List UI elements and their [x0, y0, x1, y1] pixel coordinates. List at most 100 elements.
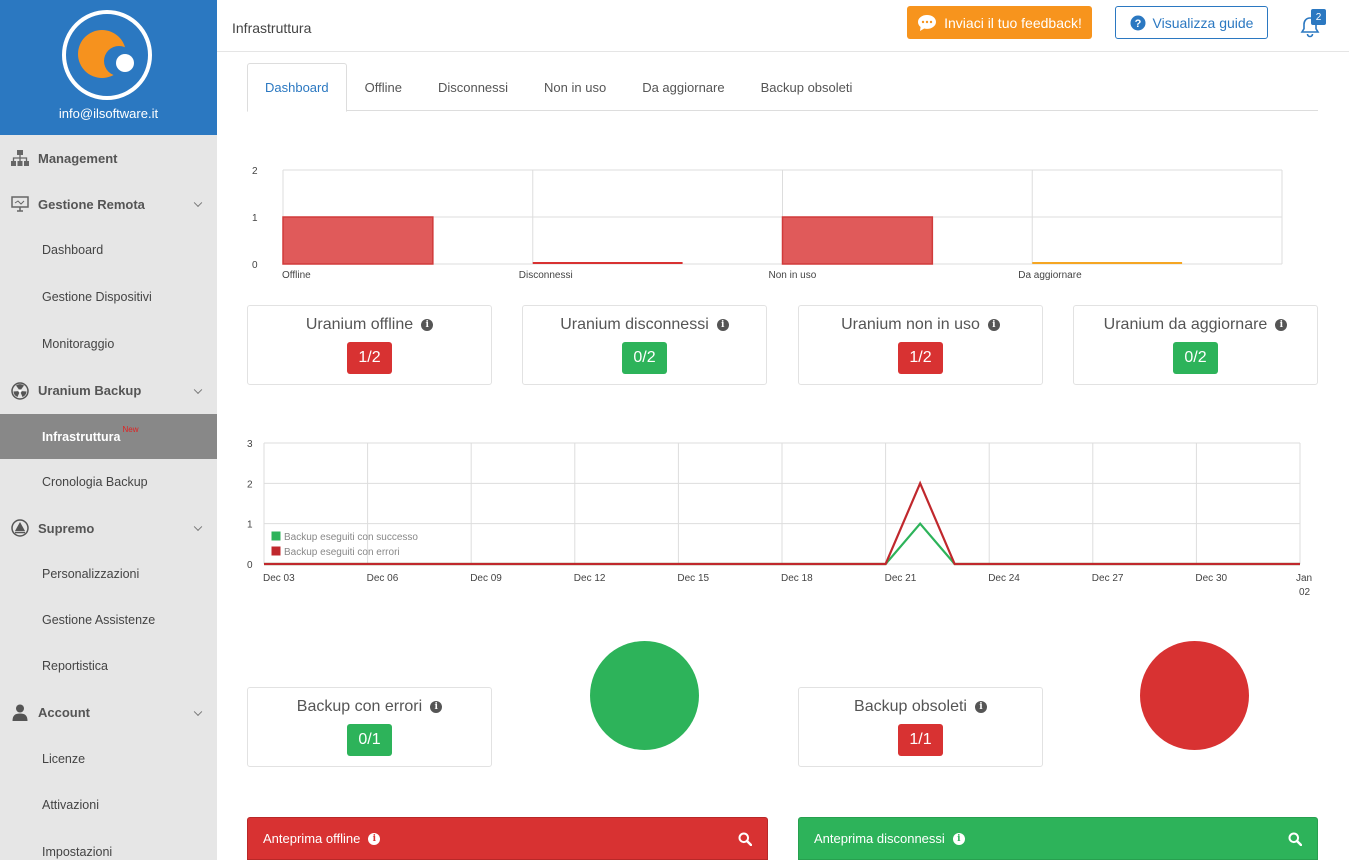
sidebar-item-attivazioni[interactable]: Attivazioni — [0, 782, 217, 828]
panel-title: Anteprima disconnessi — [814, 831, 945, 846]
status-badge: 1/1 — [898, 724, 943, 756]
card-uranium-offline: Uranium offline i 1/2 — [247, 305, 492, 385]
chevron-down-icon — [193, 707, 203, 716]
sidebar-item-label: Infrastruttura — [42, 429, 121, 444]
sidebar-item-account[interactable]: Account — [0, 689, 217, 736]
info-icon[interactable]: i — [952, 832, 965, 845]
brand-logo[interactable] — [62, 10, 152, 100]
sidebar-item-reportistica[interactable]: Reportistica — [0, 643, 217, 689]
info-icon[interactable]: i — [421, 319, 434, 331]
guide-button[interactable]: ? Visualizza guide — [1115, 6, 1268, 39]
card-title: Uranium da aggiornare — [1103, 316, 1268, 333]
sidebar-item-label: Monitoraggio — [42, 336, 115, 351]
sidebar-item-personalizzazioni[interactable]: Personalizzazioni — [0, 551, 217, 597]
tab-disconnessi[interactable]: Disconnessi — [437, 79, 509, 95]
sidebar-item-label: Gestione Dispositivi — [42, 289, 152, 304]
tab-da-aggiornare[interactable]: Da aggiornare — [642, 79, 725, 95]
radiation-icon — [10, 381, 30, 400]
legend-swatch — [270, 530, 282, 542]
x-tick-label: Dec 03 — [263, 573, 295, 584]
card-uranium-disconnessi: Uranium disconnessi i 0/2 — [522, 305, 767, 385]
search-icon[interactable] — [738, 832, 752, 846]
sitemap-icon — [10, 149, 30, 167]
card-title: Uranium disconnessi — [560, 316, 709, 333]
panel-anteprima-disconnessi: Anteprima disconnessi i — [798, 817, 1318, 860]
y-tick-label: 1 — [247, 520, 253, 531]
page-title: Infrastruttura — [232, 20, 312, 36]
sidebar-item-impostazioni[interactable]: Impostazioni — [0, 828, 217, 860]
info-icon[interactable]: i — [430, 701, 443, 713]
monitor-icon — [10, 195, 30, 213]
info-icon[interactable]: i — [368, 832, 381, 845]
top-header: Infrastruttura Inviaci il tuo feedback! … — [217, 0, 1349, 52]
card-backup-obsoleti: Backup obsoleti i 1/1 — [798, 687, 1043, 767]
x-tick-label: Dec 18 — [781, 573, 813, 584]
info-icon[interactable]: i — [1275, 319, 1288, 331]
x-tick-label: Disconnessi — [519, 270, 573, 281]
x-tick-label: Dec 12 — [574, 573, 606, 584]
info-icon[interactable]: i — [974, 701, 987, 713]
y-tick-label: 2 — [247, 479, 253, 490]
tab-backup-obsoleti[interactable]: Backup obsoleti — [760, 79, 853, 95]
sidebar-item-monitoraggio[interactable]: Monitoraggio — [0, 320, 217, 367]
user-icon — [10, 704, 30, 722]
sidebar-item-gestione-assistenze[interactable]: Gestione Assistenze — [0, 597, 217, 643]
sidebar-item-label: Attivazioni — [42, 798, 99, 812]
tab-non-in-uso[interactable]: Non in uso — [544, 79, 607, 95]
x-tick-label: Dec 09 — [470, 573, 502, 584]
x-tick-label: Dec 30 — [1195, 573, 1227, 584]
sidebar-item-management[interactable]: Management — [0, 135, 217, 181]
sidebar-item-label: Management — [38, 150, 118, 166]
tab-dashboard[interactable]: Dashboard — [247, 63, 347, 112]
status-badge: 0/2 — [622, 342, 667, 374]
panel-title: Anteprima offline — [263, 831, 361, 846]
y-tick-label: 0 — [252, 260, 258, 271]
sidebar-item-gestione-remota[interactable]: Gestione Remota — [0, 181, 217, 227]
sidebar-item-label: Personalizzazioni — [42, 567, 140, 581]
y-tick-label: 2 — [252, 166, 258, 177]
y-tick-label: 0 — [247, 560, 253, 571]
sidebar-item-licenze[interactable]: Licenze — [0, 736, 217, 782]
status-badge: 0/2 — [1173, 342, 1218, 374]
sidebar-item-label: Impostazioni — [42, 845, 113, 859]
chevron-down-icon — [193, 198, 203, 208]
sidebar-item-label: Cronologia Backup — [42, 475, 148, 489]
info-icon[interactable]: i — [987, 319, 1000, 331]
card-title: Uranium offline — [305, 316, 414, 333]
sidebar-item-label: Gestione Remota — [38, 196, 145, 212]
sidebar-item-label: Supremo — [38, 520, 95, 536]
sidebar-item-gestione-dispositivi[interactable]: Gestione Dispositivi — [0, 273, 217, 320]
tab-bar: Dashboard Offline Disconnessi Non in uso… — [247, 63, 1318, 112]
status-badge: 1/2 — [898, 342, 943, 374]
sidebar-item-dashboard[interactable]: Dashboard — [0, 227, 217, 273]
sidebar-item-supremo[interactable]: Supremo — [0, 505, 217, 551]
x-tick-label: Da aggiornare — [1018, 270, 1082, 281]
sidebar-item-label: Dashboard — [42, 243, 104, 257]
sidebar-item-infrastruttura[interactable]: Infrastruttura New — [0, 414, 217, 459]
notification-badge: 2 — [1311, 9, 1326, 25]
sidebar-item-cronologia-backup[interactable]: Cronologia Backup — [0, 459, 217, 505]
card-backup-errori: Backup con errori i 0/1 — [247, 687, 492, 767]
legend-label: Backup eseguiti con errori — [284, 547, 400, 558]
status-badge: 1/2 — [347, 342, 392, 374]
x-tick-label: Offline — [282, 270, 311, 281]
legend-swatch — [270, 545, 282, 557]
chat-icon — [918, 14, 937, 31]
supremo-icon — [10, 519, 30, 537]
tab-offline[interactable]: Offline — [364, 79, 402, 95]
y-tick-label: 3 — [247, 439, 253, 450]
x-tick-label: Dec 21 — [885, 573, 917, 584]
chevron-down-icon — [193, 385, 203, 394]
feedback-label: Inviaci il tuo feedback! — [944, 14, 1082, 31]
bar-da-aggiornare — [1032, 262, 1183, 264]
sidebar-item-uranium-backup[interactable]: Uranium Backup — [0, 367, 217, 414]
sidebar-item-label: Account — [38, 705, 90, 720]
search-icon[interactable] — [1288, 832, 1302, 846]
x-tick-label: Jan 02 — [1296, 573, 1312, 598]
feedback-button[interactable]: Inviaci il tuo feedback! — [907, 6, 1092, 39]
sidebar-item-label: Reportistica — [42, 659, 108, 673]
user-email: info@ilsoftware.it — [58, 106, 159, 121]
card-uranium-non-in-uso: Uranium non in uso i 1/2 — [798, 305, 1043, 385]
bar-offline — [282, 216, 434, 265]
info-icon[interactable]: i — [716, 319, 729, 331]
